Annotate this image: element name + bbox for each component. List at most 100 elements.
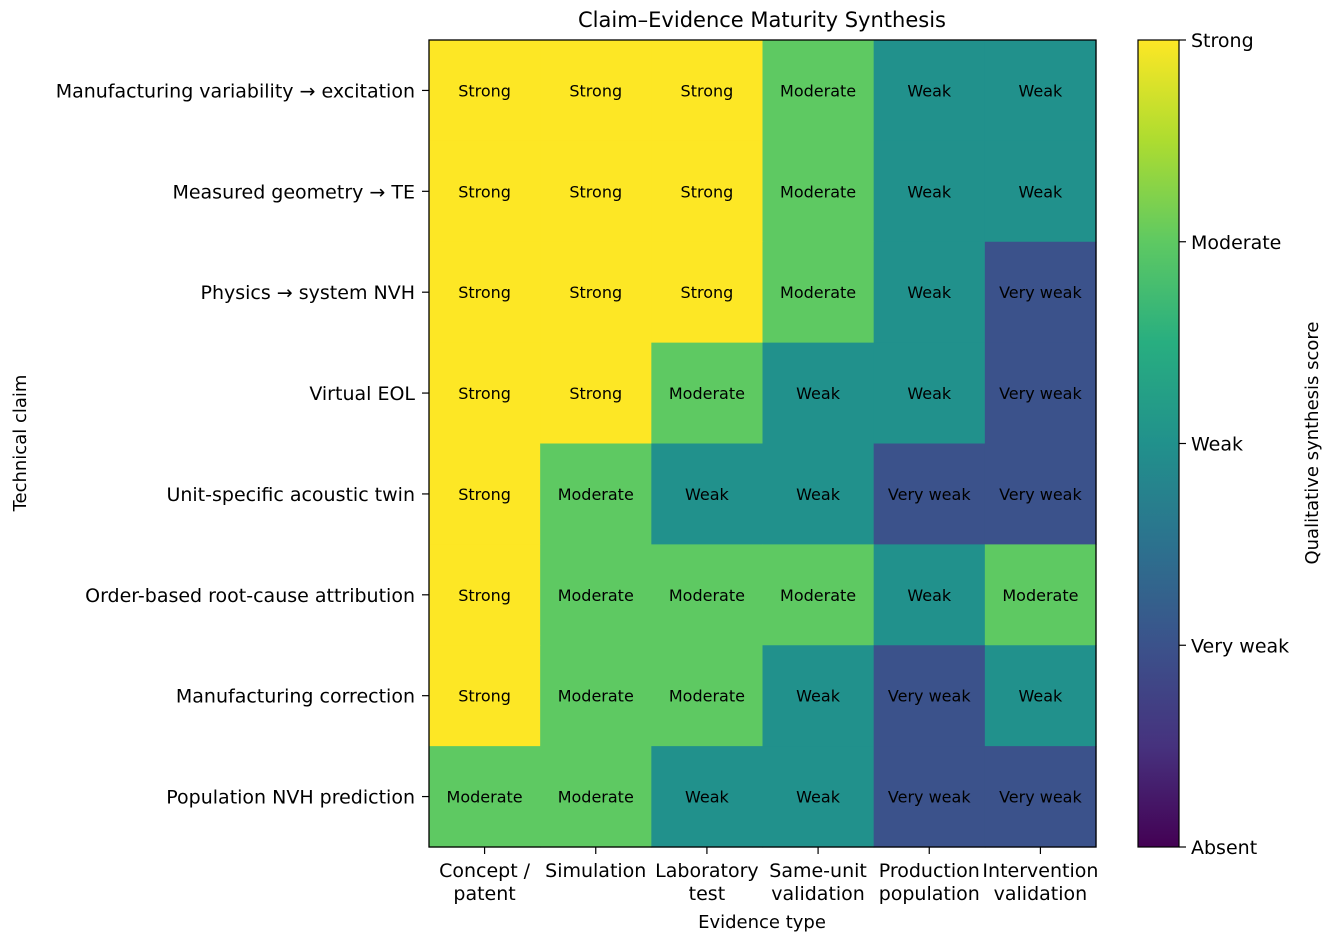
y-tick-label: Order-based root-cause attribution [85, 585, 415, 607]
heatmap-cell [651, 140, 764, 243]
cell-label: Strong [458, 182, 511, 201]
heatmap-cell [429, 746, 541, 848]
heatmap-cell [429, 443, 541, 545]
cell-label: Moderate [558, 687, 634, 706]
colorbar [1137, 39, 1180, 848]
cell-label: Strong [458, 586, 511, 605]
y-axis: Manufacturing variability → excitation Me… [56, 80, 429, 809]
y-axis-label: Technical claim [10, 375, 31, 513]
cell-label: Very weak [999, 485, 1082, 504]
cell-label: Strong [569, 283, 622, 302]
heatmap-cell [984, 241, 1097, 344]
heatmap-cell [984, 544, 1097, 646]
heatmap-cell-labels: Strong Strong Strong Moderate Weak Weak Strong… [447, 81, 1083, 806]
heatmap-cell [651, 342, 764, 445]
heatmap-cell [540, 40, 652, 142]
cell-label: Weak [907, 283, 952, 302]
heatmap-cell [873, 746, 986, 848]
colorbar-tick-label: Strong [1191, 30, 1254, 52]
heatmap-cell [540, 746, 652, 848]
heatmap-cell [762, 40, 875, 142]
cell-label: Very weak [888, 788, 971, 807]
cell-label: Moderate [558, 586, 634, 605]
heatmap-cell [873, 342, 986, 445]
heatmap-cell [873, 544, 986, 646]
x-axis-label: Evidence type [698, 912, 826, 933]
heatmap-cell [984, 645, 1097, 747]
cell-label: Moderate [1002, 586, 1078, 605]
cell-label: Moderate [447, 788, 523, 807]
chart-title: Claim–Evidence Maturity Synthesis [578, 8, 946, 32]
heatmap-cell [651, 443, 764, 545]
y-tick-label: Physics → system NVH [201, 282, 416, 304]
cell-label: Very weak [999, 788, 1082, 807]
heatmap-cell [540, 645, 652, 747]
y-tick-label: Measured geometry → TE [172, 181, 415, 203]
cell-label: Very weak [999, 384, 1082, 403]
cell-label: Strong [458, 687, 511, 706]
heatmap-cell [651, 40, 764, 142]
heatmap-cell [984, 342, 1097, 445]
heatmap-cell [540, 342, 652, 445]
cell-label: Moderate [780, 283, 856, 302]
heatmap-cell [651, 746, 764, 848]
cell-label: Strong [458, 283, 511, 302]
x-tick-label: Simulation [545, 860, 646, 882]
heatmap-cell [429, 40, 541, 142]
heatmap-cell [429, 645, 541, 747]
heatmap-cell [984, 40, 1097, 142]
heatmap-cell [873, 241, 986, 344]
colorbar-tick-label: Weak [1191, 434, 1243, 456]
cell-label: Strong [681, 81, 734, 100]
cell-label: Moderate [669, 687, 745, 706]
x-axis: Concept / patent Simulation Laboratory testS… [439, 847, 1098, 905]
heatmap-cell [984, 140, 1097, 243]
cell-label: Moderate [780, 81, 856, 100]
heatmap-cell [762, 241, 875, 344]
cell-label: Weak [907, 182, 952, 201]
heatmap-cell [762, 342, 875, 445]
heatmap-cell [429, 544, 541, 646]
cell-label: Weak [1019, 182, 1064, 201]
heatmap-cell [762, 443, 875, 545]
heatmap-cell [651, 241, 764, 344]
heatmap-cells [429, 40, 1097, 848]
heatmap-cell [651, 544, 764, 646]
heatmap-cell [873, 443, 986, 545]
cell-label: Weak [1019, 687, 1064, 706]
cell-label: Moderate [780, 586, 856, 605]
y-tick-label: Virtual EOL [309, 383, 415, 405]
heatmap-cell [762, 746, 875, 848]
cell-label: Weak [907, 586, 952, 605]
cell-label: Moderate [669, 586, 745, 605]
cell-label: Moderate [780, 182, 856, 201]
cell-label: Very weak [999, 283, 1082, 302]
heatmap-cell [651, 645, 764, 747]
cell-label: Strong [458, 485, 511, 504]
cell-label: Weak [907, 81, 952, 100]
heatmap-cell [873, 40, 986, 142]
cell-label: Strong [569, 384, 622, 403]
colorbar-tick-label: Very weak [1191, 635, 1289, 657]
heatmap-cell [984, 443, 1097, 545]
cell-label: Weak [685, 485, 730, 504]
cell-label: Moderate [558, 485, 634, 504]
cell-label: Weak [907, 384, 952, 403]
heatmap-cell [429, 241, 541, 344]
heatmap-cell [540, 140, 652, 243]
cell-label: Strong [681, 182, 734, 201]
y-tick-label: Unit-specific acoustic twin [166, 484, 415, 506]
plot-frame [428, 39, 1097, 848]
cell-label: Weak [1019, 81, 1064, 100]
colorbar-tick-label: Moderate [1191, 232, 1281, 254]
y-tick-label: Manufacturing correction [176, 686, 415, 708]
cell-label: Very weak [888, 687, 971, 706]
heatmap-cell [540, 443, 652, 545]
cell-label: Weak [796, 485, 841, 504]
colorbar-ticks: Absent Very weak Weak Moderate Strong [1179, 30, 1289, 859]
heatmap-cell [984, 746, 1097, 848]
cell-label: Strong [681, 283, 734, 302]
cell-label: Strong [458, 81, 511, 100]
cell-label: Weak [796, 788, 841, 807]
